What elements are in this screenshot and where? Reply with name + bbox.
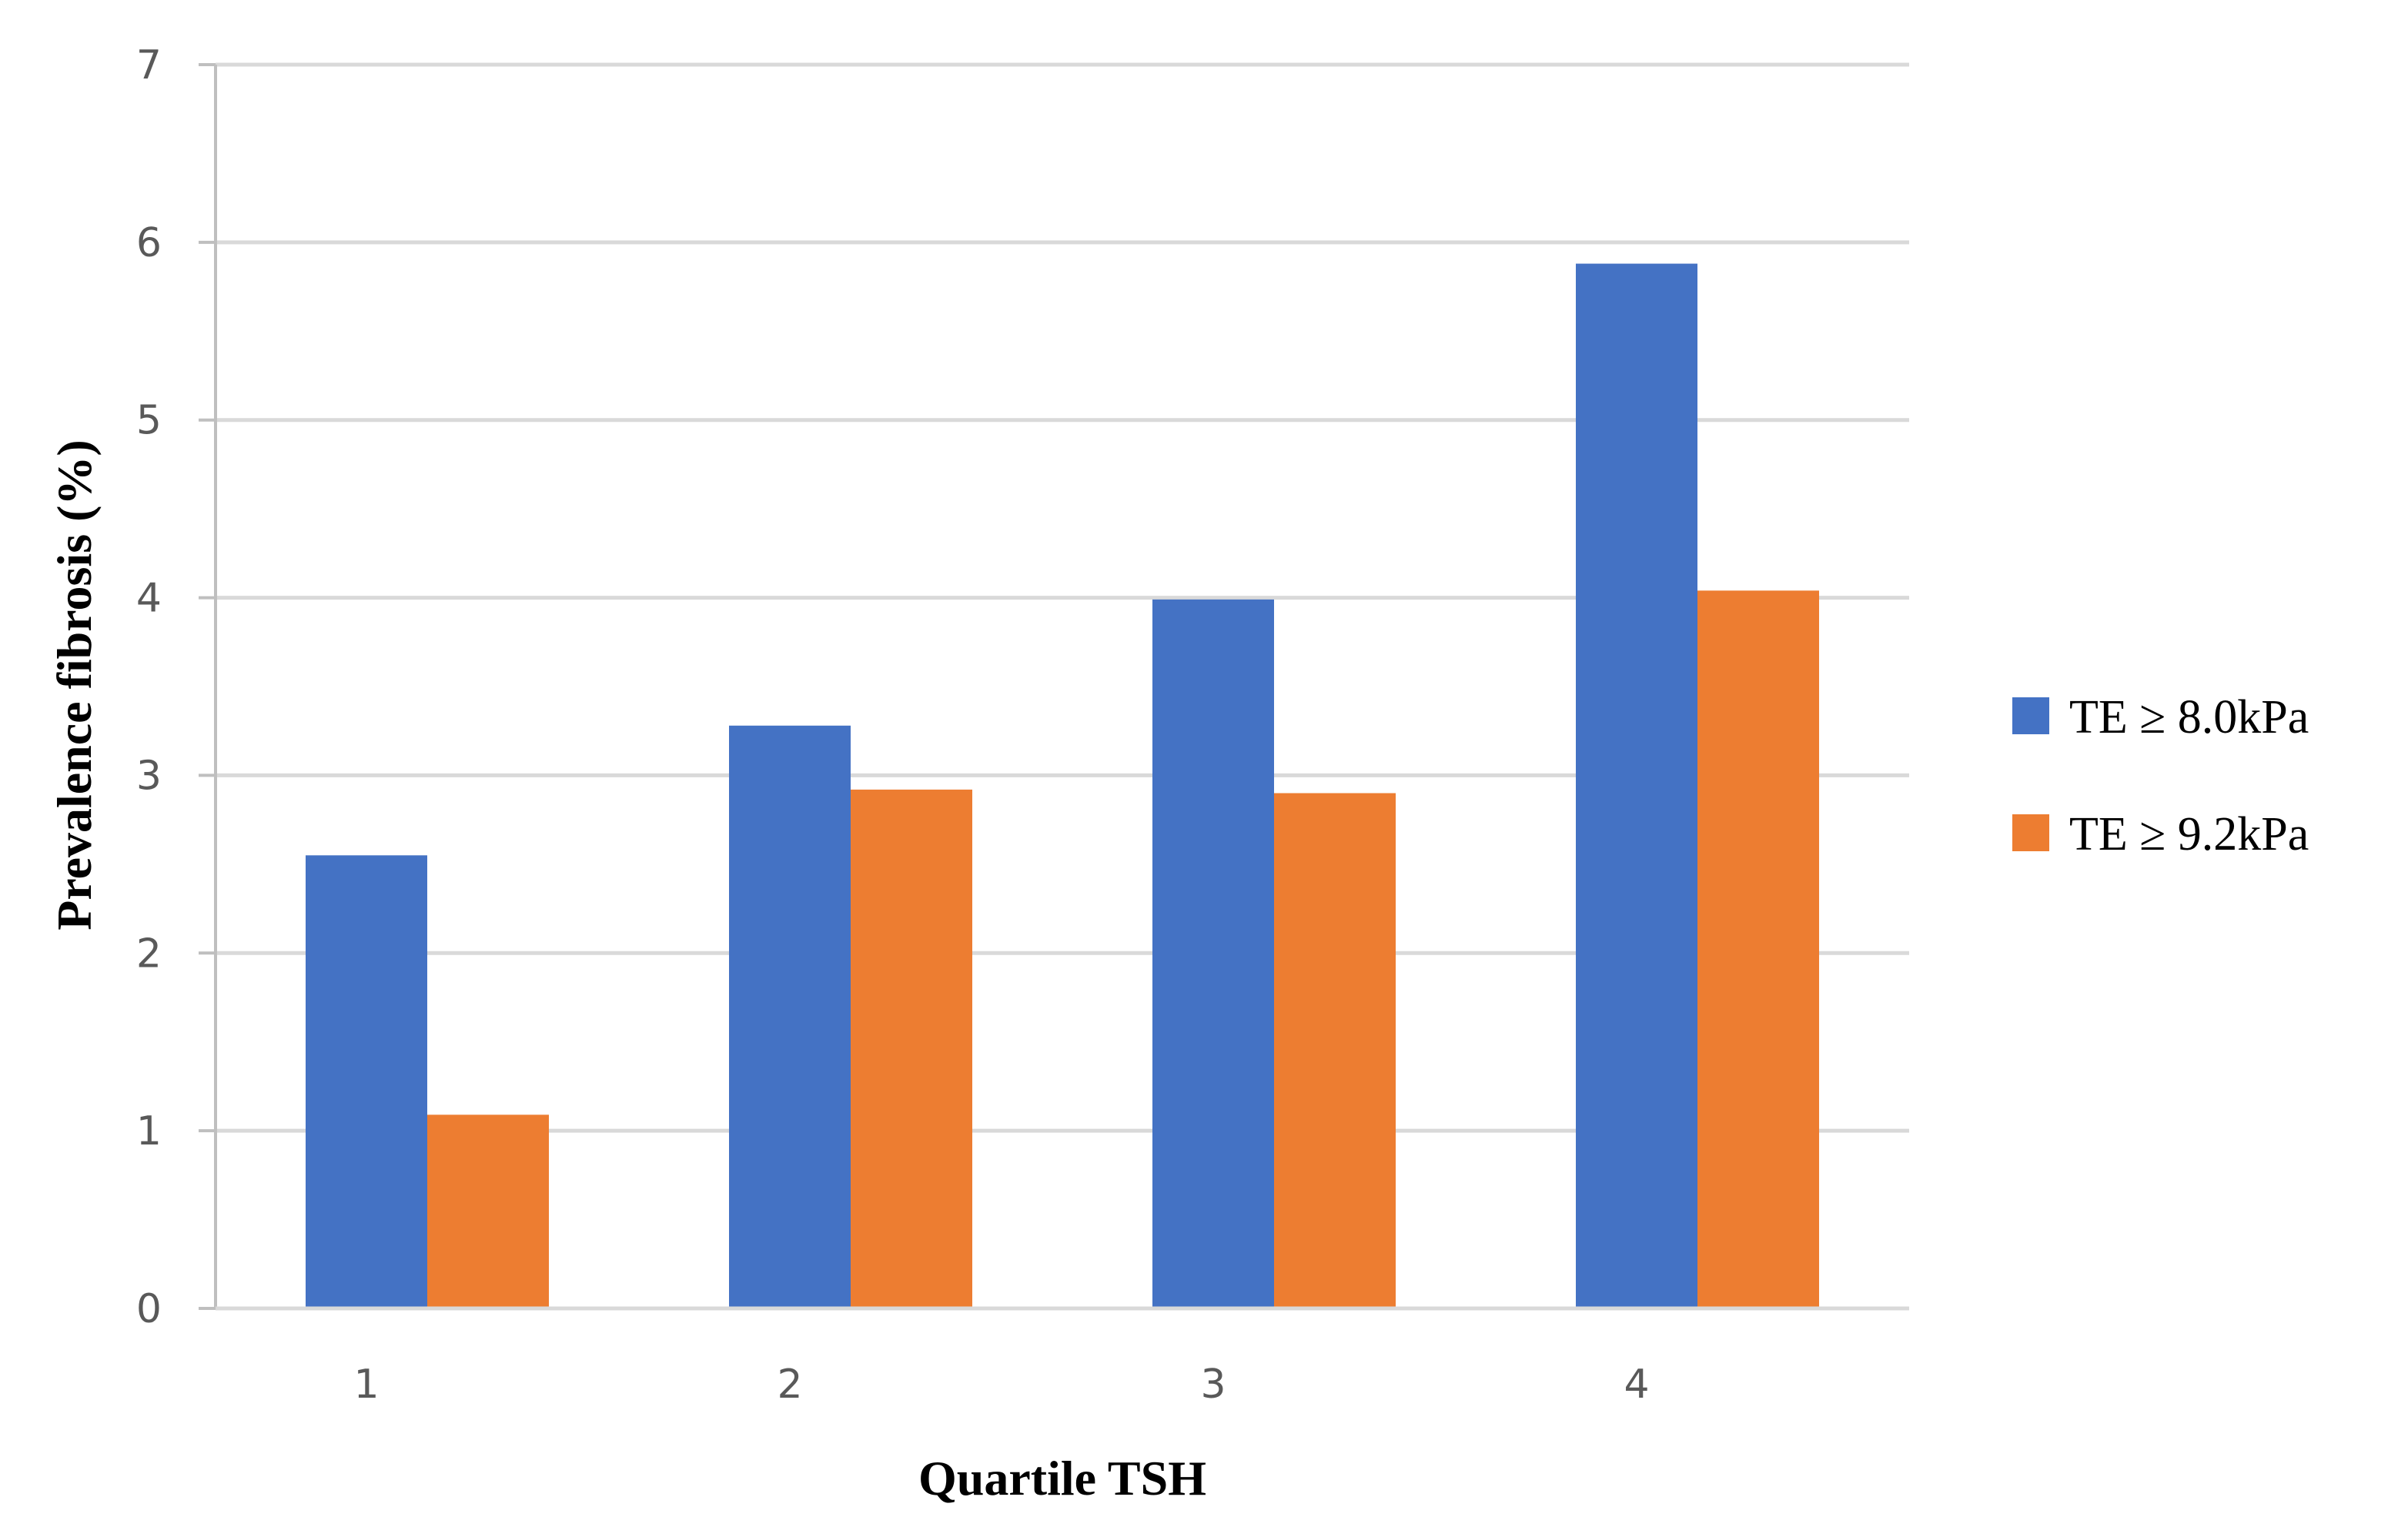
bar-series-1-category-1 <box>306 855 427 1308</box>
bar-series-1-category-2 <box>729 725 851 1308</box>
y-tick-label: 4 <box>136 576 162 622</box>
bar-series-2-category-4 <box>1697 590 1819 1308</box>
bar-series-2-category-1 <box>427 1114 549 1308</box>
legend: TE ≥ 8.0kPa TE ≥ 9.2kPa <box>2012 691 2309 860</box>
y-tick-label: 6 <box>136 220 162 266</box>
legend-swatch-1 <box>2012 697 2049 734</box>
y-tick-label: 2 <box>136 931 162 977</box>
y-tick-label: 7 <box>136 42 162 89</box>
x-axis-title: Quartile TSH <box>918 1451 1206 1505</box>
bar-series-1-category-3 <box>1152 599 1274 1308</box>
y-axis-title: Prevalence fibrosis (%) <box>47 439 102 931</box>
tick-labels: 0 1 2 3 4 5 6 7 1 2 3 4 <box>136 42 1650 1408</box>
bars <box>306 263 1819 1308</box>
y-tick-label: 0 <box>136 1286 162 1332</box>
bar-series-2-category-2 <box>851 789 972 1308</box>
bar-series-1-category-4 <box>1576 263 1697 1308</box>
y-tick-label: 3 <box>136 753 162 799</box>
gridlines <box>216 62 1909 1133</box>
y-tick-label: 5 <box>136 398 162 444</box>
axes <box>199 63 1909 1311</box>
y-tick-label: 1 <box>136 1108 162 1154</box>
legend-label-2: TE ≥ 9.2kPa <box>2069 808 2309 860</box>
legend-label-1: TE ≥ 8.0kPa <box>2069 691 2309 743</box>
x-tick-label: 4 <box>1624 1362 1649 1408</box>
x-tick-label: 3 <box>1200 1362 1226 1408</box>
x-tick-label: 1 <box>353 1362 379 1408</box>
bar-series-2-category-3 <box>1274 793 1396 1308</box>
x-tick-label: 2 <box>777 1362 802 1408</box>
legend-swatch-2 <box>2012 814 2049 851</box>
